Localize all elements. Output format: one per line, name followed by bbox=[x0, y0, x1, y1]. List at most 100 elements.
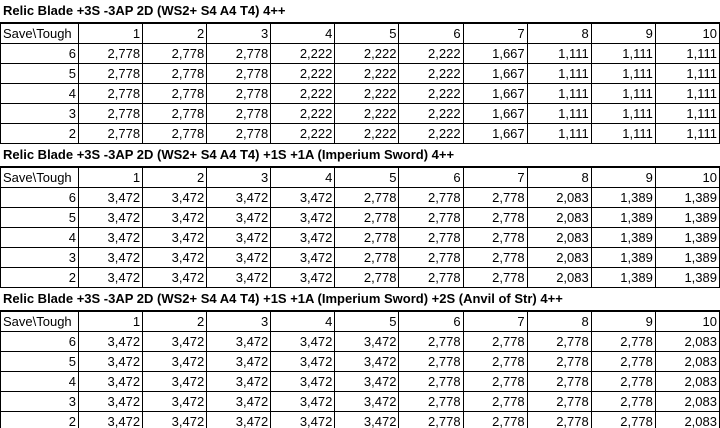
cell: 3,472 bbox=[270, 351, 336, 372]
header-cell: Save\Tough bbox=[0, 166, 79, 188]
cell: 1,111 bbox=[526, 83, 592, 104]
cell: 3,472 bbox=[142, 371, 208, 392]
header-cell: 9 bbox=[590, 166, 656, 188]
cell: 1,389 bbox=[654, 247, 720, 268]
row-label: 5 bbox=[0, 63, 79, 84]
header-cell: 8 bbox=[526, 310, 592, 332]
header-row: Save\Tough 1 2 3 4 5 6 7 8 9 10 bbox=[0, 166, 720, 188]
header-cell: 8 bbox=[526, 22, 592, 44]
data-row: 4 3,472 3,472 3,472 3,472 2,778 2,778 2,778 2,08… bbox=[0, 227, 720, 248]
cell: 2,778 bbox=[398, 391, 464, 412]
cell: 3,472 bbox=[270, 391, 336, 412]
cell: 2,083 bbox=[526, 267, 592, 288]
header-cell: 10 bbox=[654, 310, 720, 332]
cell: 2,778 bbox=[462, 351, 528, 372]
data-table: Save\Tough 1 2 3 4 5 6 7 8 9 10 6 3,472 3,472 3,472 3,4… bbox=[0, 310, 720, 428]
data-row: 6 2,778 2,778 2,778 2,222 2,222 2,222 1,667 1,11… bbox=[0, 43, 720, 64]
cell: 2,778 bbox=[142, 103, 208, 124]
header-cell: 6 bbox=[398, 22, 464, 44]
cell: 1,667 bbox=[462, 83, 528, 104]
cell: 2,778 bbox=[462, 267, 528, 288]
cell: 3,472 bbox=[270, 411, 336, 428]
cell: 2,222 bbox=[270, 43, 336, 64]
cell: 2,083 bbox=[526, 227, 592, 248]
cell: 2,778 bbox=[77, 43, 144, 64]
data-row: 2 3,472 3,472 3,472 3,472 3,472 2,778 2,778 2,77… bbox=[0, 411, 720, 428]
data-row: 5 3,472 3,472 3,472 3,472 3,472 2,778 2,778 2,77… bbox=[0, 351, 720, 372]
cell: 3,472 bbox=[77, 227, 144, 248]
cell: 2,083 bbox=[526, 247, 592, 268]
cell: 2,222 bbox=[270, 63, 336, 84]
cell: 1,389 bbox=[590, 187, 656, 208]
cell: 2,778 bbox=[462, 227, 528, 248]
cell: 3,472 bbox=[270, 187, 336, 208]
cell: 3,472 bbox=[334, 411, 400, 428]
header-cell: 5 bbox=[334, 22, 400, 44]
cell: 2,778 bbox=[398, 411, 464, 428]
cell: 1,389 bbox=[590, 227, 656, 248]
cell: 1,111 bbox=[590, 103, 656, 124]
cell: 1,111 bbox=[526, 43, 592, 64]
header-cell: 2 bbox=[142, 166, 208, 188]
cell: 1,111 bbox=[590, 63, 656, 84]
cell: 2,778 bbox=[398, 331, 464, 352]
header-cell: 4 bbox=[270, 310, 336, 332]
cell: 3,472 bbox=[206, 391, 272, 412]
data-row: 3 3,472 3,472 3,472 3,472 2,778 2,778 2,778 2,08… bbox=[0, 247, 720, 268]
table-title: Relic Blade +3S -3AP 2D (WS2+ S4 A4 T4) … bbox=[3, 3, 286, 18]
cell: 3,472 bbox=[77, 187, 144, 208]
cell: 2,222 bbox=[270, 83, 336, 104]
header-cell: Save\Tough bbox=[0, 310, 79, 332]
cell: 2,778 bbox=[142, 123, 208, 144]
cell: 3,472 bbox=[142, 411, 208, 428]
header-cell: 7 bbox=[462, 166, 528, 188]
header-row: Save\Tough 1 2 3 4 5 6 7 8 9 10 bbox=[0, 22, 720, 44]
cell: 3,472 bbox=[270, 331, 336, 352]
row-label: 2 bbox=[0, 123, 79, 144]
cell: 2,778 bbox=[462, 371, 528, 392]
cell: 3,472 bbox=[206, 227, 272, 248]
cell: 2,778 bbox=[398, 227, 464, 248]
cell: 1,111 bbox=[590, 83, 656, 104]
header-cell: 5 bbox=[334, 166, 400, 188]
cell: 2,222 bbox=[398, 123, 464, 144]
header-cell: 4 bbox=[270, 22, 336, 44]
row-label: 6 bbox=[0, 331, 79, 352]
row-label: 3 bbox=[0, 391, 79, 412]
cell: 1,111 bbox=[590, 123, 656, 144]
cell: 3,472 bbox=[334, 351, 400, 372]
cell: 2,778 bbox=[526, 351, 592, 372]
cell: 2,083 bbox=[654, 391, 720, 412]
cell: 3,472 bbox=[206, 247, 272, 268]
cell: 2,778 bbox=[526, 411, 592, 428]
cell: 2,083 bbox=[526, 207, 592, 228]
header-cell: 7 bbox=[462, 310, 528, 332]
data-row: 6 3,472 3,472 3,472 3,472 3,472 2,778 2,778 2,77… bbox=[0, 331, 720, 352]
row-label: 6 bbox=[0, 187, 79, 208]
cell: 2,778 bbox=[526, 331, 592, 352]
cell: 2,778 bbox=[206, 63, 272, 84]
row-label: 4 bbox=[0, 83, 79, 104]
cell: 2,222 bbox=[334, 63, 400, 84]
header-cell: Save\Tough bbox=[0, 22, 79, 44]
cell: 3,472 bbox=[206, 267, 272, 288]
cell: 2,778 bbox=[398, 187, 464, 208]
cell: 3,472 bbox=[142, 187, 208, 208]
cell: 2,222 bbox=[334, 43, 400, 64]
data-table: Save\Tough 1 2 3 4 5 6 7 8 9 10 6 2,778 2,778 2,778 2,2… bbox=[0, 22, 720, 144]
cell: 2,778 bbox=[526, 371, 592, 392]
cell: 2,778 bbox=[590, 351, 656, 372]
cell: 2,778 bbox=[334, 247, 400, 268]
header-cell: 1 bbox=[77, 166, 144, 188]
cell: 2,778 bbox=[462, 391, 528, 412]
cell: 2,778 bbox=[77, 123, 144, 144]
cell: 3,472 bbox=[142, 247, 208, 268]
cell: 2,778 bbox=[77, 83, 144, 104]
header-cell: 1 bbox=[77, 310, 144, 332]
cell: 3,472 bbox=[334, 331, 400, 352]
header-row: Save\Tough 1 2 3 4 5 6 7 8 9 10 bbox=[0, 310, 720, 332]
header-cell: 3 bbox=[206, 166, 272, 188]
row-label: 2 bbox=[0, 267, 79, 288]
cell: 3,472 bbox=[77, 207, 144, 228]
cell: 2,222 bbox=[398, 63, 464, 84]
